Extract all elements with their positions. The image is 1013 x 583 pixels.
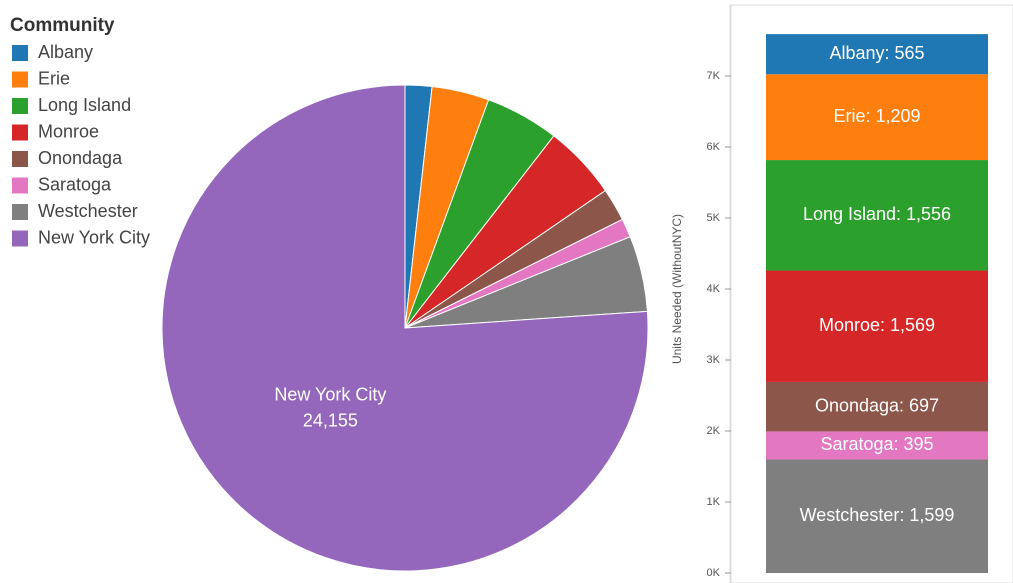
pie-slice <box>161 84 649 572</box>
legend-label: Erie <box>38 68 70 88</box>
bar-segment <box>766 381 988 432</box>
bar-panel-frame <box>729 4 1013 583</box>
legend-swatch <box>12 177 28 194</box>
bar-segment <box>766 34 988 75</box>
bar-segment <box>766 270 988 382</box>
y-tick-label: 5K <box>707 212 721 224</box>
slice-category-label: New York City <box>274 385 386 405</box>
legend-swatch <box>12 124 28 141</box>
legend-title: Community <box>10 15 115 36</box>
y-tick-label: 7K <box>707 70 721 82</box>
bar-segment-label: Onondaga: 697 <box>815 395 939 415</box>
bar-segment-label: Saratoga: 395 <box>820 434 933 454</box>
y-tick-label: 4K <box>707 283 721 295</box>
y-tick-label: 2K <box>707 425 721 437</box>
y-tick-label: 6K <box>707 141 721 153</box>
legend-label: Westchester <box>38 201 138 221</box>
legend-swatch <box>12 98 28 114</box>
bar-segment-label: Monroe: 1,569 <box>819 315 935 335</box>
legend-label: Saratoga <box>38 174 112 194</box>
legend-label: Monroe <box>38 121 99 141</box>
legend-label: Albany <box>38 42 93 62</box>
legend-swatch <box>12 151 28 167</box>
bar-segment-label: Erie: 1,209 <box>833 106 920 126</box>
y-tick-label: 1K <box>707 496 721 508</box>
bar-segment-label: Long Island: 1,556 <box>803 204 951 224</box>
bar-segment-label: Albany: 565 <box>829 43 924 63</box>
legend-swatch <box>12 230 28 247</box>
legend-swatch <box>12 204 28 220</box>
bar-segment <box>766 160 988 271</box>
y-axis-label: Units Needed (WithoutNYC) <box>670 214 684 364</box>
legend-label: New York City <box>38 227 150 247</box>
slice-value-label: 24,155 <box>303 411 358 431</box>
y-tick-label: 0K <box>707 567 721 579</box>
bar-segment-label: Westchester: 1,599 <box>800 505 955 525</box>
legend-label: Onondaga <box>38 148 123 168</box>
bar-segment <box>766 431 988 460</box>
bar-segment <box>766 459 988 573</box>
legend-swatch <box>12 71 28 88</box>
legend-swatch <box>12 45 28 61</box>
legend-label: Long Island <box>38 95 131 115</box>
bar-segment <box>766 74 988 161</box>
y-tick-label: 3K <box>707 354 721 366</box>
